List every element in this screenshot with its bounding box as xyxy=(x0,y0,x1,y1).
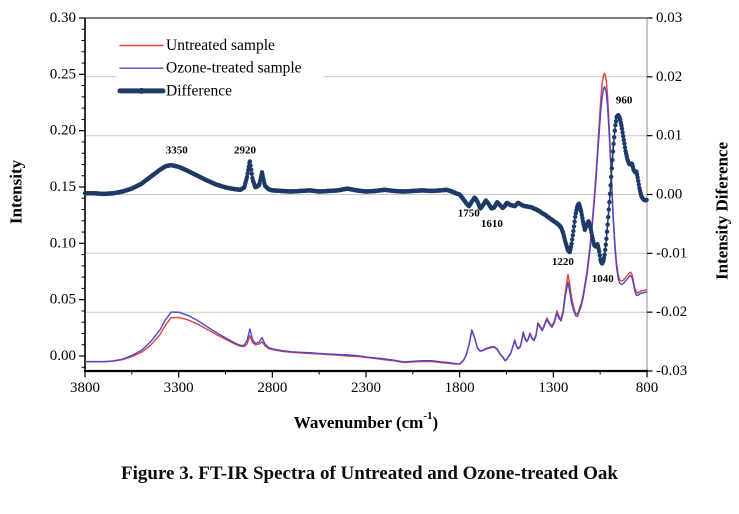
legend-item-difference: Difference xyxy=(117,82,232,99)
difference-dot xyxy=(613,119,619,124)
peak-label-1220: 1220 xyxy=(552,256,575,268)
legend-item-untreated: Untreated sample xyxy=(119,37,275,54)
difference-dot xyxy=(604,229,610,234)
y-left-tick-label: 0.15 xyxy=(50,179,76,195)
y-right-tick-label: 0.00 xyxy=(656,187,682,203)
difference-dot xyxy=(611,141,616,147)
peak-label-1610: 1610 xyxy=(481,218,504,230)
difference-dot xyxy=(597,249,602,254)
difference-dot xyxy=(597,253,602,258)
peak-label-960: 960 xyxy=(616,94,633,106)
legend-marker-sample xyxy=(138,87,145,94)
legend-item-label: Difference xyxy=(166,82,232,99)
difference-dot xyxy=(602,252,607,257)
difference-dot xyxy=(606,207,611,212)
difference-dot xyxy=(612,135,617,140)
difference-dot xyxy=(603,247,608,253)
gridlines xyxy=(85,76,647,313)
y-left-tick-label: 0.10 xyxy=(50,235,76,251)
spectra-curves xyxy=(82,72,649,365)
ftir-chart: 0.30 0.25 0.20 0.15 0.10 0.05 0.00 0.03 0.02 0.01… xyxy=(7,10,732,432)
difference-dot xyxy=(621,134,626,139)
y-right-tick-label: 0.01 xyxy=(656,128,682,144)
difference-dot xyxy=(605,222,610,227)
difference-dot xyxy=(571,228,576,234)
left-axis-title: Intensity xyxy=(7,159,26,224)
difference-dot xyxy=(606,214,611,220)
y-right-tick-label: -0.02 xyxy=(656,304,687,320)
legend-item-ozone-treated: Ozone-treated sample xyxy=(119,60,302,77)
y-left-tick-label: 0.05 xyxy=(50,292,76,308)
y-left-tick-label: 0.00 xyxy=(50,348,76,364)
legend: Untreated sample Ozone-treated sample Diff… xyxy=(116,33,324,106)
peak-label-3350: 3350 xyxy=(166,144,189,156)
difference-dot xyxy=(612,128,617,133)
ozone-treated-curve xyxy=(85,86,648,365)
difference-dot xyxy=(619,126,625,131)
difference-dot xyxy=(249,171,254,176)
difference-dot xyxy=(622,141,627,146)
difference-dot xyxy=(644,197,649,203)
difference-dot xyxy=(613,123,618,128)
difference-dot xyxy=(619,123,624,128)
difference-dot xyxy=(572,219,577,224)
peak-label-1750: 1750 xyxy=(458,207,481,219)
difference-dot xyxy=(247,159,253,164)
difference-dot xyxy=(635,175,640,180)
x-tick-label: 3300 xyxy=(164,380,194,396)
y-right-tick-label: -0.03 xyxy=(656,363,687,379)
x-tick-label: 2800 xyxy=(257,380,287,396)
difference-dot xyxy=(609,166,614,171)
difference-dot xyxy=(610,157,615,163)
difference-dot xyxy=(610,149,616,154)
y-left-tick-label: 0.30 xyxy=(50,10,76,26)
x-tick-label: 1800 xyxy=(445,380,475,396)
difference-dot xyxy=(248,163,253,168)
y-right-tick-label: 0.02 xyxy=(656,69,682,85)
x-axis-title: Wavenumber (cm-1) xyxy=(294,410,438,432)
x-tick-label: 800 xyxy=(636,380,659,396)
y-left-tick-label: 0.20 xyxy=(50,123,76,139)
difference-dot xyxy=(608,183,613,188)
figure-caption: Figure 3. FT-IR Spectra of Untreated and… xyxy=(121,463,618,484)
difference-dot xyxy=(571,224,577,229)
x-tick-label: 3800 xyxy=(70,380,100,396)
peak-label-1040: 1040 xyxy=(592,273,615,285)
difference-dot xyxy=(636,178,641,184)
difference-dot xyxy=(570,237,575,242)
y-right-tick-label: 0.03 xyxy=(656,10,682,26)
right-axis-title: Intensity Diference xyxy=(713,142,732,280)
difference-dot xyxy=(622,145,628,150)
difference-dot xyxy=(570,233,575,238)
untreated-curve xyxy=(85,72,648,365)
legend-item-label: Ozone-treated sample xyxy=(166,60,302,77)
x-tick-label: 2300 xyxy=(351,380,381,396)
difference-dot xyxy=(603,242,608,247)
difference-dot xyxy=(244,174,250,180)
x-tick-label: 1300 xyxy=(538,380,568,396)
difference-dot xyxy=(569,241,574,246)
difference-dot xyxy=(607,191,613,196)
legend-item-label: Untreated sample xyxy=(166,37,275,54)
y-left-tick-label: 0.25 xyxy=(50,66,76,82)
difference-dot xyxy=(249,167,254,172)
difference-curve-markers xyxy=(82,113,649,266)
y-right-tick-label: -0.01 xyxy=(656,245,687,261)
difference-dot xyxy=(607,199,612,205)
difference-dot xyxy=(636,182,641,187)
difference-dot xyxy=(620,130,625,135)
difference-dot xyxy=(621,137,626,143)
difference-dot xyxy=(604,236,609,241)
difference-dot xyxy=(245,171,250,176)
difference-dot xyxy=(573,214,578,220)
difference-dot xyxy=(609,174,614,179)
peak-label-2920: 2920 xyxy=(234,144,257,156)
axis-ticks: 0.30 0.25 0.20 0.15 0.10 0.05 0.00 0.03 0.02 0.01… xyxy=(50,10,688,396)
